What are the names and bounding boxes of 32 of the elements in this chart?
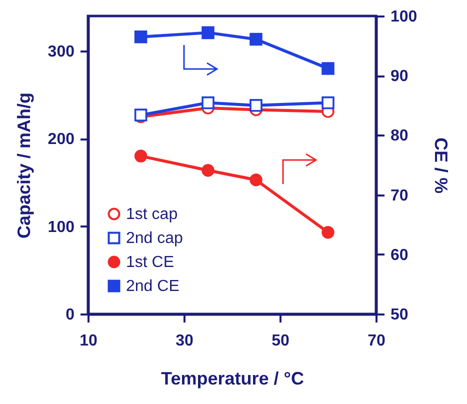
y2-tick-label: 60: [390, 246, 408, 264]
x-axis-title: Temperature / °C: [161, 368, 304, 388]
point: [134, 30, 148, 44]
x-tick-label: 70: [368, 332, 386, 350]
legend-label: 1st CE: [126, 254, 174, 271]
y-tick-label: 0: [66, 306, 75, 324]
x-tick-label: 10: [80, 332, 98, 350]
x-tick-label: 50: [272, 332, 290, 350]
point: [202, 26, 214, 40]
x-tick-label: 30: [176, 332, 194, 350]
y-tick-label: 100: [48, 218, 75, 236]
y-tick-label: 200: [48, 131, 75, 148]
point: [134, 150, 148, 162]
point: [250, 32, 262, 46]
y-tick-label: 300: [48, 44, 75, 61]
point: [322, 96, 334, 110]
point: [202, 96, 214, 110]
point: [322, 226, 334, 239]
y-axis-title: Capacity / mAh/g: [14, 92, 34, 239]
legend-label: 2nd cap: [126, 230, 184, 247]
point: [322, 62, 334, 75]
y2-tick-label: 70: [390, 187, 408, 204]
point: [250, 174, 262, 186]
legend-label: 2nd CE: [126, 278, 180, 295]
legend-label: 1st cap: [126, 206, 178, 223]
point: [250, 99, 262, 112]
y2-axis-title: CE / %: [431, 137, 452, 194]
y2-tick-label: 100: [390, 8, 418, 26]
y2-tick-label: 80: [390, 128, 408, 145]
y2-tick-label: 50: [390, 306, 408, 324]
point: [202, 164, 214, 177]
y2-tick-label: 90: [390, 68, 408, 86]
